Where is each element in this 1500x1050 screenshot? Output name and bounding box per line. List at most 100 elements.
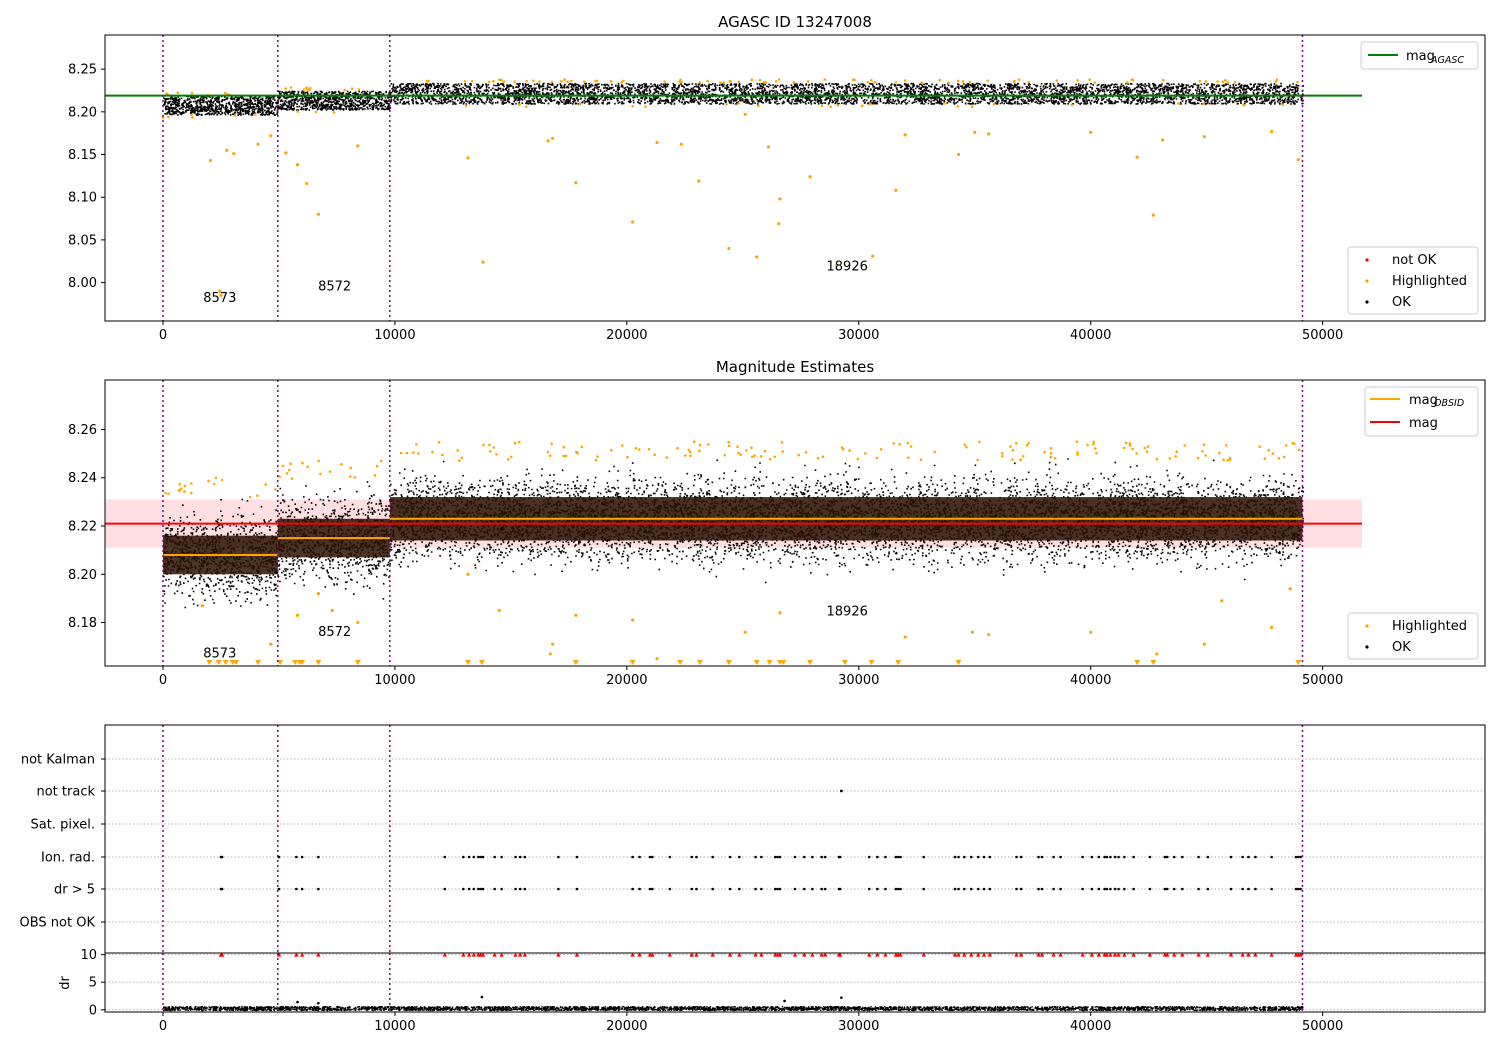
obsid-label: 18926 [827,604,868,619]
ion-rad-point [1052,855,1055,859]
dr-clipped-marker [1080,953,1085,957]
dr-gt-5-point [1109,887,1112,891]
dr-gt-5-point [638,887,641,891]
dr-gt-5-point [1132,887,1135,891]
dr-gt-5-point [220,887,224,891]
clipped-low-marker [1295,660,1302,665]
highlighted-edge-points [284,86,361,114]
dr-gt-5-point [295,887,298,891]
dr-clipped-marker [792,953,798,957]
dr-clipped-marker [630,953,635,957]
obsid-label: 8572 [318,279,351,294]
dr-gt-5-point [1097,887,1101,891]
ion-rad-point [295,855,298,859]
ion-rad-point [1270,855,1273,859]
dr-clipped-marker [499,953,504,957]
clipped-low-marker [277,660,284,665]
ion-rad-point [1103,855,1106,859]
ion-rad-point [1296,855,1300,859]
x-tick-label: 20000 [606,1019,647,1034]
ion-rad-point [876,855,879,859]
dr-gt-5-point [838,887,842,891]
y-tick-label: 8.20 [68,568,97,583]
y-tick-label: 8.25 [68,63,97,78]
ion-rad-point [500,855,503,859]
clipped-low-marker [807,660,814,665]
dr-gt-5-point [1229,887,1233,891]
highlighted-point [631,618,635,622]
clipped-low-marker [753,660,760,665]
dr-gt-5-point [823,887,827,891]
dr-clipped-marker [759,953,764,957]
ion-rad-point [1229,855,1233,859]
dr-clipped-marker [1269,953,1274,957]
legend-swatch-ok-2 [1365,645,1369,649]
highlighted-point [466,156,470,160]
dr-clipped-marker [1036,953,1041,957]
highlighted-point [295,163,300,167]
ion-rad-point [773,855,777,859]
clipped-low-marker [464,660,471,665]
ion-rad-point [728,855,732,859]
y-tick-label: 8.24 [68,471,97,486]
highlighted-point [548,652,552,656]
ion-rad-point [317,855,320,859]
ion-rad-point [896,855,900,859]
dr-gt-5-point [976,887,980,891]
dr-gt-5-point [479,887,483,891]
dr-gt-5-point [1197,887,1200,891]
dr-gt-5-point [300,887,304,891]
highlighted-point [970,630,975,634]
ion-rad-point [899,855,902,859]
ion-rad-point [1037,855,1040,859]
dr-outlier-point [296,1000,299,1004]
dr-gt-5-point [884,887,887,891]
dr-gt-5-point [467,887,471,891]
flag-row-label: OBS not OK [20,916,96,931]
ion-rad-point [1299,855,1302,859]
dr-clipped-marker [667,953,672,957]
ion-rad-point [1081,855,1084,859]
ion-rad-point [1097,855,1101,859]
ok-points-cloud [163,95,280,116]
ion-rad-point [867,855,871,859]
dr-gt-5-point [876,887,879,891]
dr-clipped-marker [1298,953,1303,957]
dr-clipped-marker [637,953,642,957]
dr-gt-5-point [773,887,777,891]
x-tick-label: 10000 [374,328,415,343]
clipped-low-marker [292,660,299,665]
x-tick-label: 10000 [374,1019,415,1034]
dr-clipped-marker [442,953,447,957]
highlighted-point [1089,630,1093,634]
ok-points-cloud [389,82,1305,105]
dr-clipped-marker [689,953,694,957]
dr-clipped-marker [316,953,321,957]
dr-clipped-marker [1096,953,1102,957]
ion-rad-point [1105,855,1109,859]
highlighted-point [727,246,731,251]
dr-clipped-marker [517,953,523,957]
agasc-points-legend: not OK Highlighted OK [1347,246,1479,315]
highlighted-point [1155,652,1159,656]
dr-clipped-marker [299,953,305,957]
dr-clipped-marker [1246,953,1251,957]
ion-rad-point [711,855,714,859]
ion-rad-point [976,855,980,859]
dr-clipped-marker [1172,953,1177,957]
dr-gt-5-point [1123,887,1126,891]
y-tick-label: 8.18 [68,616,97,631]
ion-rad-point [695,855,698,859]
dr-clipped-marker [1228,953,1234,957]
ion-rad-point [776,855,779,859]
ion-rad-point [443,855,447,859]
x-tick-label: 20000 [606,328,647,343]
ion-rad-point [1015,855,1018,859]
dr-gt-5-point [1165,887,1169,891]
highlighted-point [987,132,991,136]
agasc-axes-frame [104,34,1486,322]
agasc-y-ticks: 8.00 8.05 8.10 8.15 8.20 8.25 [68,63,105,291]
ion-rad-point [690,855,694,859]
ion-rad-point [479,855,483,859]
